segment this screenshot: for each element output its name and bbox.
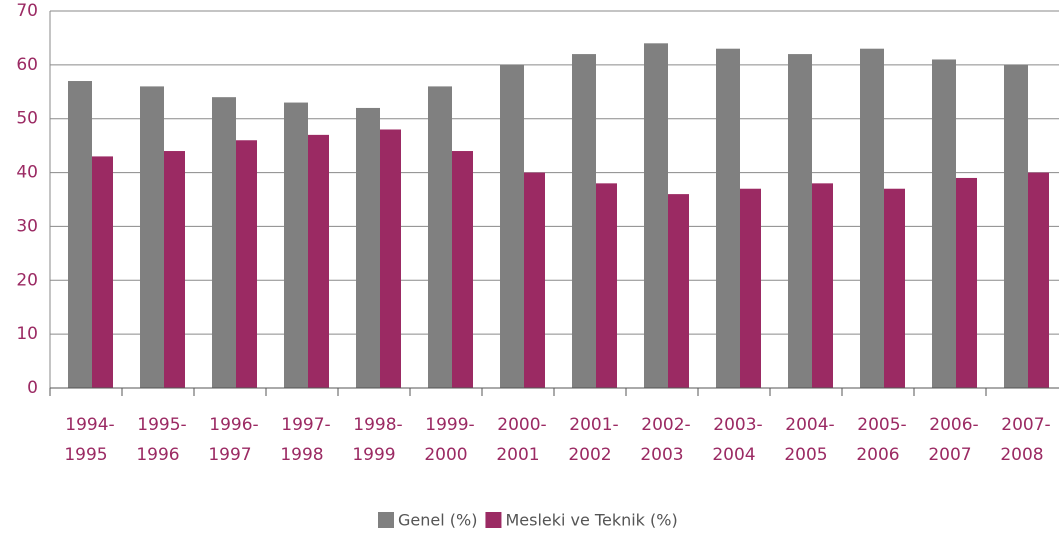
bar: [1028, 172, 1049, 388]
bar: [92, 156, 113, 388]
bar: [524, 172, 545, 388]
x-tick-label: 1996-: [209, 415, 258, 435]
x-tick-label: 1995: [64, 445, 107, 465]
x-tick-label: 2007-: [1001, 415, 1050, 435]
x-tick-label: 2001: [496, 445, 539, 465]
bar: [932, 59, 956, 388]
x-tick-label: 2003-: [713, 415, 762, 435]
x-tick-label: 1994-: [65, 415, 114, 435]
bar: [308, 134, 329, 388]
bar: [428, 86, 452, 389]
bar: [812, 183, 833, 388]
bar: [596, 183, 617, 388]
bar: [452, 151, 473, 388]
x-tick-label: 2000: [424, 445, 467, 465]
x-tick-label: 2001-: [569, 415, 618, 435]
x-tick-label: 1995-: [137, 415, 186, 435]
y-tick-label: 30: [16, 216, 38, 236]
y-tick-label: 40: [16, 163, 38, 183]
bar: [356, 107, 380, 388]
bar: [164, 151, 185, 388]
y-tick-label: 0: [27, 378, 38, 398]
x-tick-label: 1996: [136, 445, 179, 465]
bar: [788, 54, 812, 388]
bar: [740, 188, 761, 388]
y-tick-label: 10: [16, 324, 38, 344]
bar: [284, 102, 308, 389]
x-tick-label: 2006-: [929, 415, 978, 435]
x-tick-label: 2002-: [641, 415, 690, 435]
bar: [68, 81, 92, 388]
bar: [236, 140, 257, 388]
y-tick-label: 60: [16, 55, 38, 75]
bar: [884, 188, 905, 388]
x-tick-label: 1998: [280, 445, 323, 465]
x-tick-label: 2005-: [857, 415, 906, 435]
bar: [716, 48, 740, 388]
legend-swatch: [378, 512, 394, 528]
x-tick-label: 2004: [712, 445, 755, 465]
x-tick-label: 2002: [568, 445, 611, 465]
bar: [1004, 64, 1028, 388]
bar: [212, 97, 236, 389]
x-tick-label: 2000-: [497, 415, 546, 435]
legend-label: Mesleki ve Teknik (%): [505, 511, 677, 530]
x-tick-label: 2005: [784, 445, 827, 465]
bar: [860, 48, 884, 388]
legend-swatch: [485, 512, 502, 528]
x-tick-label: 2006: [856, 445, 899, 465]
x-tick-label: 1997: [208, 445, 251, 465]
x-tick-label: 2008: [1000, 445, 1043, 465]
x-tick-label: 1997-: [281, 415, 330, 435]
y-tick-label: 50: [16, 109, 38, 129]
bar: [644, 43, 668, 389]
x-tick-label: 2003: [640, 445, 683, 465]
bar: [380, 129, 401, 388]
bar: [500, 64, 524, 388]
bar: [956, 177, 977, 388]
bar: [572, 54, 596, 388]
y-tick-label: 20: [16, 270, 38, 290]
x-tick-label: 2004-: [785, 415, 834, 435]
x-tick-label: 2007: [928, 445, 971, 465]
bar: [140, 86, 164, 389]
bar: [668, 194, 689, 388]
x-tick-label: 1999-: [425, 415, 474, 435]
x-tick-label: 1998-: [353, 415, 402, 435]
legend-label: Genel (%): [398, 511, 477, 530]
y-tick-label: 70: [16, 1, 38, 21]
x-tick-label: 1999: [352, 445, 395, 465]
